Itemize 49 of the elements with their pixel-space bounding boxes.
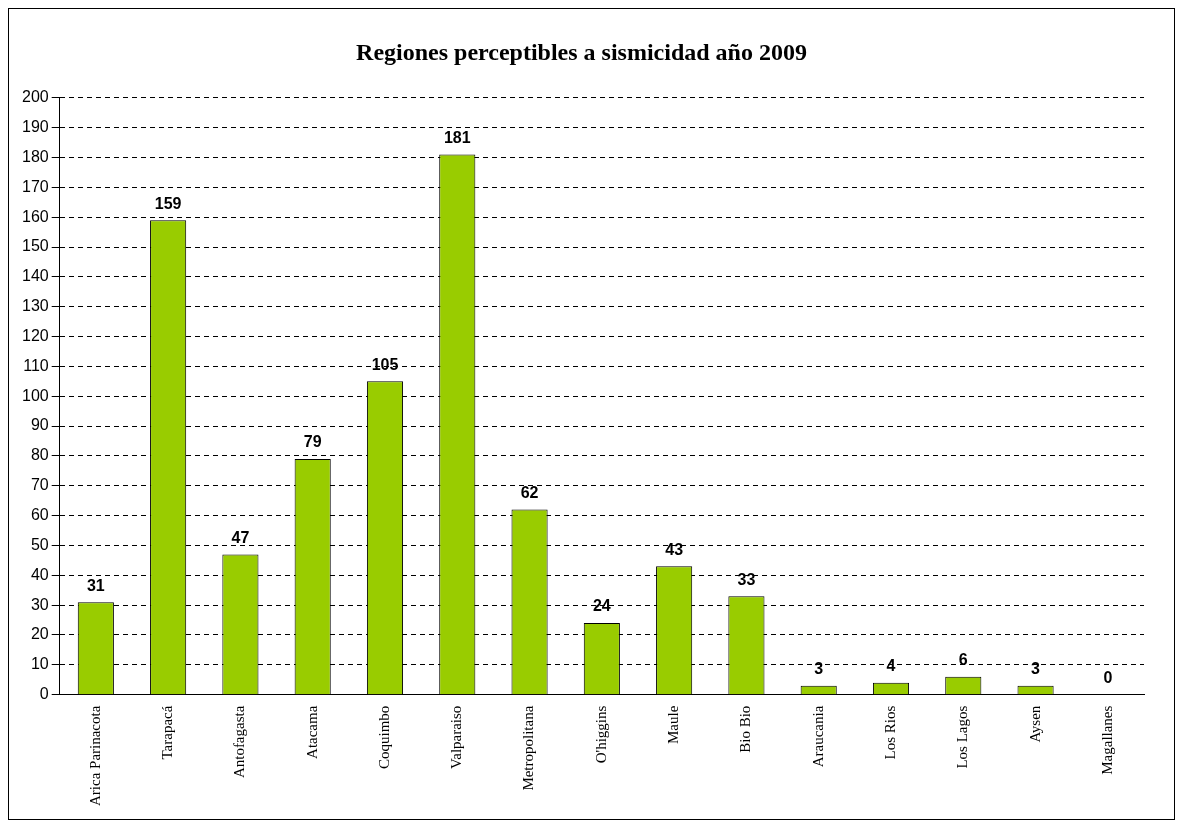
y-tick-label: 200 — [21, 88, 49, 106]
y-tick-label: 100 — [21, 386, 49, 404]
data-label: 43 — [665, 540, 684, 558]
data-label: 3 — [814, 660, 824, 678]
y-tick-label: 150 — [21, 237, 49, 255]
x-tick-label: Coquimbo — [375, 705, 392, 769]
data-label: 62 — [520, 484, 539, 502]
x-tick-label: Los Lagos — [954, 705, 971, 769]
y-tick-label: 0 — [39, 685, 49, 703]
y-tick-label: 80 — [30, 446, 49, 464]
y-tick-label: 160 — [21, 207, 49, 225]
data-label: 24 — [592, 597, 611, 615]
y-tick-label: 20 — [30, 625, 49, 643]
x-tick-label: O'higgins — [592, 705, 609, 764]
x-tick-label: Maule — [665, 705, 682, 744]
data-label: 105 — [371, 355, 399, 373]
data-label: 79 — [303, 433, 322, 451]
y-tick-label: 110 — [23, 356, 49, 374]
y-tick-label: 140 — [21, 267, 49, 285]
y-tick-label: 130 — [21, 297, 49, 315]
x-tick-label: Araucania — [809, 705, 826, 768]
y-tick-label: 120 — [21, 326, 49, 344]
y-tick-label: 30 — [30, 595, 49, 613]
y-tick-label: 50 — [30, 535, 49, 553]
y-tick-label: 190 — [21, 118, 49, 136]
data-label: 159 — [154, 194, 182, 212]
x-tick-label: Antofagasta — [231, 705, 248, 779]
x-tick-label: Tarapacá — [159, 705, 176, 760]
x-tick-label: Atacama — [303, 705, 320, 759]
data-label: 47 — [231, 528, 250, 546]
x-tick-label: Aysen — [1026, 705, 1043, 743]
data-label: 31 — [86, 576, 105, 594]
data-label: 181 — [443, 128, 471, 146]
y-tick-label: 170 — [21, 177, 49, 195]
x-tick-label: Los Rios — [881, 705, 898, 760]
y-tick-label: 180 — [21, 147, 49, 165]
y-tick-label: 70 — [30, 476, 49, 494]
y-tick-label: 40 — [30, 565, 49, 583]
x-tick-label: Valparaiso — [448, 705, 465, 769]
x-tick-label: Bio Bio — [737, 705, 754, 753]
x-tick-label: Magallanes — [1098, 705, 1115, 775]
y-tick-label: 10 — [30, 655, 49, 673]
data-label: 3 — [1031, 660, 1041, 678]
data-label: 0 — [1103, 669, 1113, 687]
x-tick-label: Metropolitana — [520, 705, 537, 791]
y-tick-label: 60 — [30, 505, 49, 523]
y-tick-label: 90 — [30, 416, 49, 434]
chart-title: Regiones perceptibles a sismicidad año 2009 — [356, 38, 807, 65]
x-tick-label: Arica Parinacota — [86, 705, 103, 807]
